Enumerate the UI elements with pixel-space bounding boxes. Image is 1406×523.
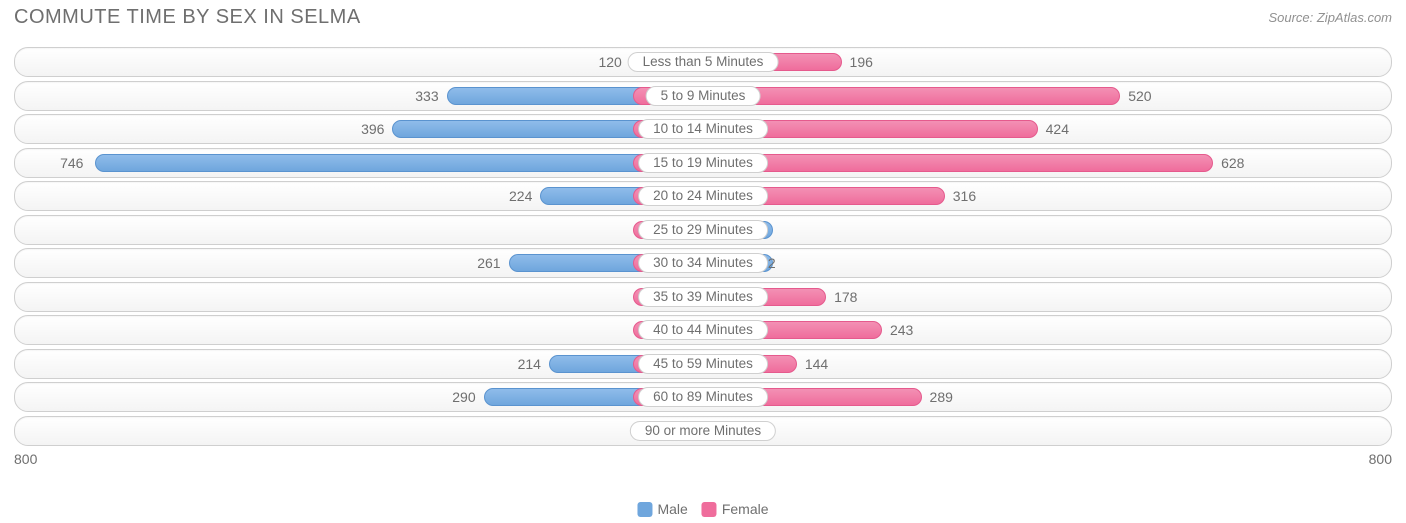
chart-area: 120 196 Less than 5 Minutes 333 520 5 to 9 Mi…	[0, 33, 1406, 446]
row-right-half: 628	[703, 149, 1391, 177]
row-right-half: 196	[703, 48, 1391, 76]
chart-row: 746 628 15 to 19 Minutes	[14, 148, 1392, 178]
chart-row: 290 289 60 to 89 Minutes	[14, 382, 1392, 412]
row-right-half: 63	[703, 216, 1391, 244]
row-left-half: 87	[15, 216, 703, 244]
chart-row: 333 520 5 to 9 Minutes	[14, 81, 1392, 111]
row-left-half: 54	[15, 283, 703, 311]
category-label: 45 to 59 Minutes	[638, 354, 768, 374]
legend: Male Female	[637, 501, 768, 517]
legend-item-female: Female	[702, 501, 769, 517]
chart-row: 120 196 Less than 5 Minutes	[14, 47, 1392, 77]
chart-row: 702190 or more Minutes	[14, 416, 1392, 446]
row-left-half: 261	[15, 249, 703, 277]
category-label: 5 to 9 Minutes	[646, 86, 761, 106]
row-right-half: 92	[703, 249, 1391, 277]
axis-left-label: 800	[14, 451, 37, 467]
category-label: 25 to 29 Minutes	[638, 220, 768, 240]
legend-swatch-male	[637, 502, 652, 517]
legend-item-male: Male	[637, 501, 687, 517]
row-right-half: 243	[703, 316, 1391, 344]
category-label: 35 to 39 Minutes	[638, 287, 768, 307]
chart-row: 224 316 20 to 24 Minutes	[14, 181, 1392, 211]
row-left-half: 333	[15, 82, 703, 110]
category-label: 30 to 34 Minutes	[638, 253, 768, 273]
chart-row: 876325 to 29 Minutes	[14, 215, 1392, 245]
row-left-half: 214	[15, 350, 703, 378]
male-value-label: 120	[598, 48, 629, 76]
male-value-label: 333	[415, 82, 446, 110]
row-left-half: 120	[15, 48, 703, 76]
row-left-half: 224	[15, 182, 703, 210]
row-left-half: 0	[15, 316, 703, 344]
male-value-label: 214	[518, 350, 549, 378]
category-label: Less than 5 Minutes	[628, 52, 779, 72]
male-value-label: 261	[477, 249, 508, 277]
row-right-half: 424	[703, 115, 1391, 143]
female-value-label: 144	[797, 350, 828, 378]
row-right-half: 316	[703, 182, 1391, 210]
legend-label-male: Male	[657, 501, 687, 517]
chart-header: COMMUTE TIME BY SEX IN SELMA Source: Zip…	[0, 0, 1406, 33]
female-value-label: 178	[826, 283, 857, 311]
legend-label-female: Female	[722, 501, 769, 517]
male-value-label: 224	[509, 182, 540, 210]
row-right-half: 21	[703, 417, 1391, 445]
chart-title: COMMUTE TIME BY SEX IN SELMA	[14, 6, 361, 29]
row-right-half: 178	[703, 283, 1391, 311]
row-right-half: 144	[703, 350, 1391, 378]
row-left-half: 290	[15, 383, 703, 411]
row-left-half: 396	[15, 115, 703, 143]
axis-right-label: 800	[1369, 451, 1392, 467]
category-label: 10 to 14 Minutes	[638, 119, 768, 139]
female-value-label: 316	[945, 182, 976, 210]
chart-row: 0 243 40 to 44 Minutes	[14, 315, 1392, 345]
category-label: 40 to 44 Minutes	[638, 320, 768, 340]
chart-row: 396 424 10 to 14 Minutes	[14, 114, 1392, 144]
female-value-label: 628	[1213, 149, 1244, 177]
axis-row: 800 800	[0, 449, 1406, 467]
female-value-label: 289	[922, 383, 953, 411]
female-value-label: 424	[1038, 115, 1069, 143]
male-value-label: 746	[60, 149, 91, 177]
female-value-label: 196	[842, 48, 873, 76]
category-label: 60 to 89 Minutes	[638, 387, 768, 407]
row-right-half: 520	[703, 82, 1391, 110]
row-left-half: 70	[15, 417, 703, 445]
female-value-label: 243	[882, 316, 913, 344]
category-label: 90 or more Minutes	[630, 421, 776, 441]
chart-source: Source: ZipAtlas.com	[1268, 6, 1392, 25]
chart-row: 261 9230 to 34 Minutes	[14, 248, 1392, 278]
row-left-half: 746	[15, 149, 703, 177]
female-value-label: 520	[1120, 82, 1151, 110]
chart-row: 54 178 35 to 39 Minutes	[14, 282, 1392, 312]
row-right-half: 289	[703, 383, 1391, 411]
male-value-label: 396	[361, 115, 392, 143]
category-label: 20 to 24 Minutes	[638, 186, 768, 206]
male-value-label: 290	[452, 383, 483, 411]
category-label: 15 to 19 Minutes	[638, 153, 768, 173]
chart-row: 214 144 45 to 59 Minutes	[14, 349, 1392, 379]
legend-swatch-female	[702, 502, 717, 517]
